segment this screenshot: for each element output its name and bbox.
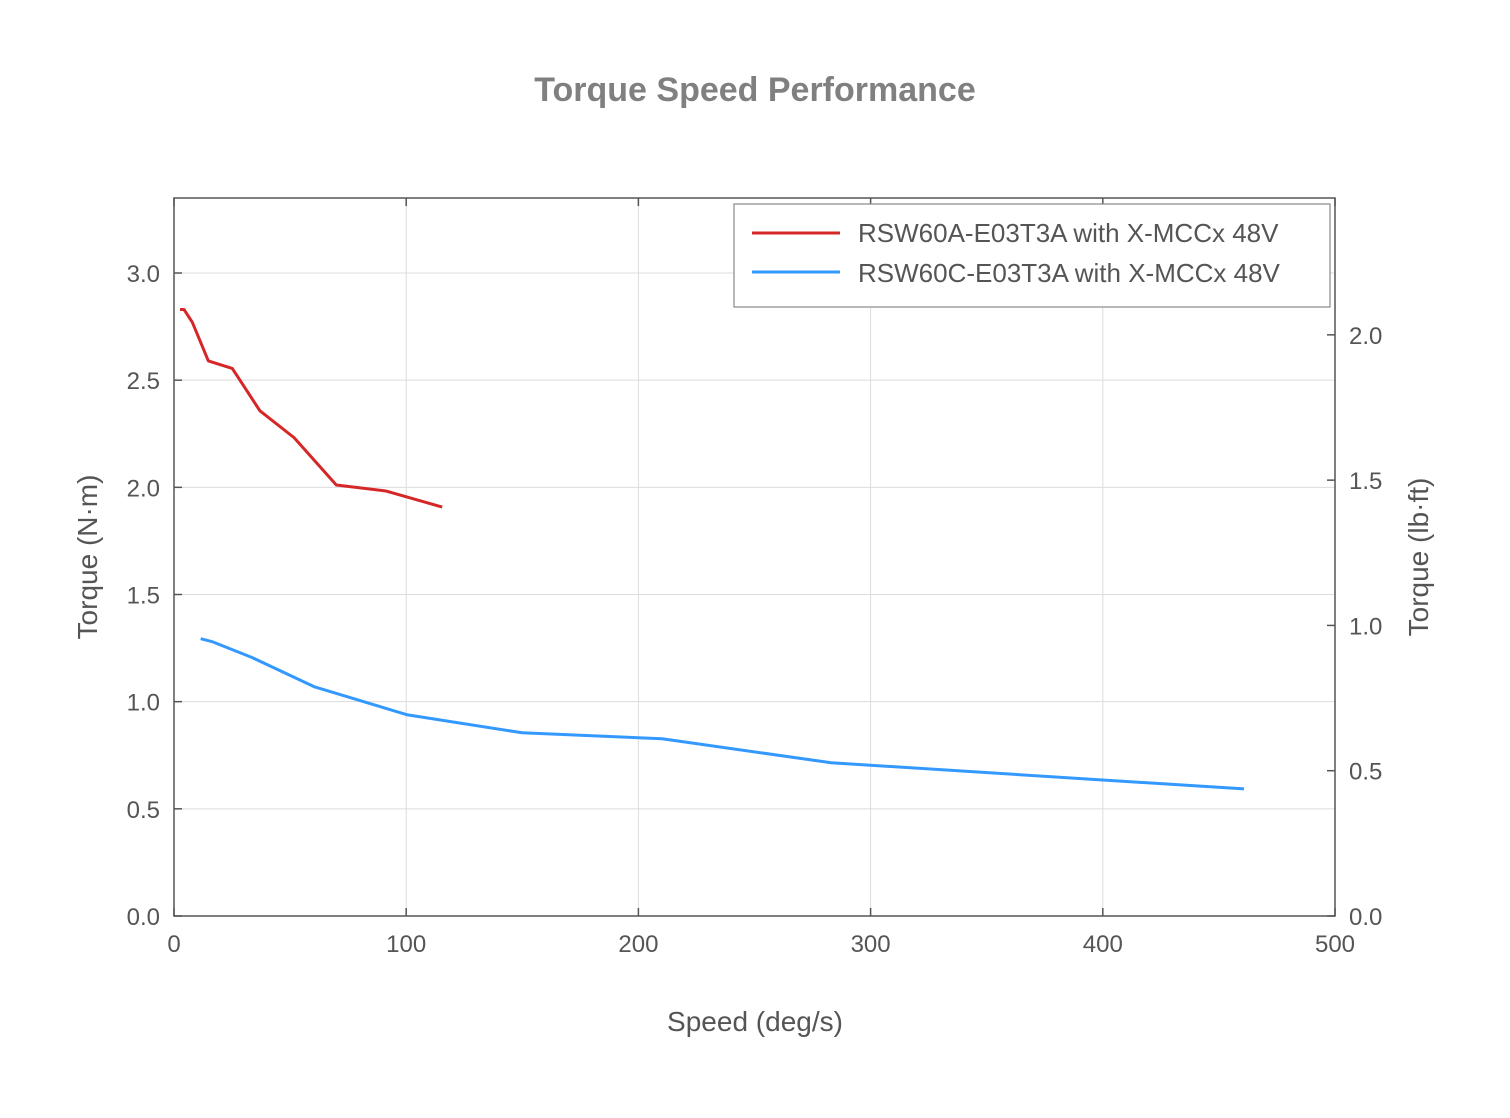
plot-frame <box>173 197 1336 917</box>
y-tick-label: 1.5 <box>127 583 160 610</box>
y-tick-label: 1.0 <box>127 690 160 717</box>
y-axis-label: Torque (N·m) <box>72 475 103 640</box>
x-tick-label: 0 <box>167 931 180 958</box>
y-tick-label: 2.5 <box>127 368 160 395</box>
y-tick-label-right: 2.0 <box>1349 323 1382 350</box>
y-tick-label-right: 0.5 <box>1349 759 1382 786</box>
y-tick-label: 3.0 <box>127 261 160 288</box>
chart-title: Torque Speed Performance <box>534 71 976 109</box>
legend-label-1: RSW60C-E03T3A with X-MCCx 48V <box>858 258 1281 288</box>
y-axis-label-right: Torque (lb·ft) <box>1403 478 1434 637</box>
series-line-1 <box>200 637 1245 791</box>
series-line-0 <box>180 307 443 509</box>
x-tick-label: 300 <box>851 931 891 958</box>
legend: RSW60A-E03T3A with X-MCCx 48V RSW60C-E03… <box>733 203 1331 308</box>
y-tick-label: 0.0 <box>127 904 160 931</box>
x-tick-label: 500 <box>1315 931 1355 958</box>
x-axis-label: Speed (deg/s) <box>667 1006 843 1037</box>
y-tick-label: 2.0 <box>127 475 160 502</box>
y-tick-label-right: 1.5 <box>1349 468 1382 495</box>
series-layer <box>180 307 1245 791</box>
x-tick-label: 400 <box>1083 931 1123 958</box>
ticks: 0 100 200 300 400 5000.00.51.01.52.02.53.00.0… <box>127 198 1382 958</box>
y-tick-label-right: 0.0 <box>1349 904 1382 931</box>
legend-label-0: RSW60A-E03T3A with X-MCCx 48V <box>858 218 1279 248</box>
y-tick-label: 0.5 <box>127 797 160 824</box>
legend-box <box>733 203 1331 308</box>
x-tick-label: 100 <box>386 931 426 958</box>
x-tick-label: 200 <box>618 931 658 958</box>
y-tick-label-right: 1.0 <box>1349 613 1382 640</box>
